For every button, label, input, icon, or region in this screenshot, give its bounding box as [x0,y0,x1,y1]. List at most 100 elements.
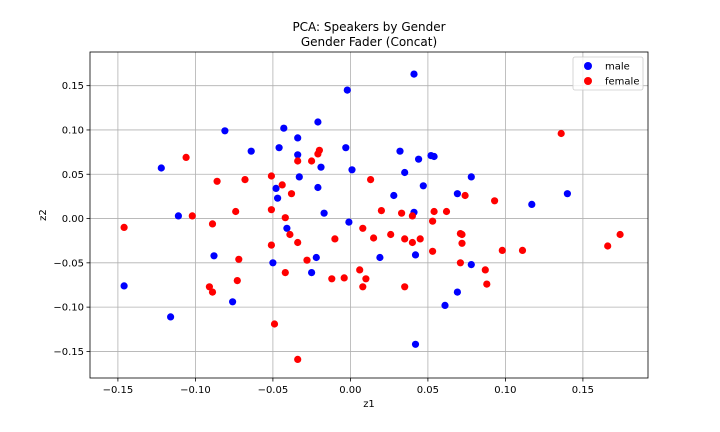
male-point [467,173,475,181]
male-point [295,173,303,181]
male-point [390,191,398,200]
male-point [467,261,475,269]
female-point [328,275,336,283]
male-point [345,218,353,226]
female-point [294,157,302,165]
female-point [498,246,506,254]
female-point [267,172,275,180]
chart-title: PCA: Speakers by Gender [292,20,445,34]
male-point [210,252,218,260]
male-point [283,224,291,232]
y-tick-label: 0.10 [62,125,84,136]
male-point [317,163,325,171]
female-point [461,191,469,200]
legend-label-female: female [605,77,639,88]
female-point [616,230,624,239]
male-point [415,155,423,163]
female-point [429,217,437,225]
male-point [411,340,420,348]
female-point [377,207,385,215]
male-point [410,70,418,78]
female-point [267,241,275,249]
female-point [356,266,364,274]
legend-marker-female [584,77,592,85]
female-point [491,197,499,205]
female-point [483,280,491,288]
female-point [518,246,527,254]
plot-frame [89,51,649,379]
female-point [281,214,289,222]
female-point [458,239,466,247]
female-point [232,207,240,216]
female-point [278,181,286,189]
male-point [453,190,461,198]
female-point [120,223,128,231]
male-point [419,182,427,190]
y-tick-label: 0.15 [62,81,84,92]
male-point [157,164,165,172]
male-point [348,166,356,174]
female-point [408,238,416,247]
female-point [387,230,395,239]
x-tick-label: −0.15 [103,385,134,396]
series-male [120,70,572,348]
legend-marker-male [584,62,592,70]
x-axis-label: z1 [363,399,375,410]
male-point [174,212,182,220]
female-point [208,220,217,228]
male-point [274,194,282,202]
female-point [359,224,367,232]
female-point [205,283,213,291]
male-point [342,144,350,152]
y-tick-label: −0.15 [53,347,84,358]
x-tick-label: 0.10 [494,385,516,396]
x-tick-label: −0.05 [258,385,289,396]
female-point [401,235,409,243]
female-point [370,234,378,242]
male-point [411,251,420,259]
female-point [287,190,296,198]
x-tick-label: 0.05 [417,385,439,396]
female-point [429,247,437,255]
female-point [286,230,294,239]
male-point [320,209,328,217]
female-point [359,283,367,291]
male-point [221,127,229,135]
female-point [267,206,275,214]
male-point [343,86,351,94]
male-point [528,200,536,208]
data-points [120,70,624,363]
male-point [272,184,280,192]
grid [90,52,648,378]
male-point [275,144,283,152]
female-point [213,177,221,185]
chart-subtitle: Gender Fader (Concat) [301,35,437,49]
female-point [270,320,279,328]
female-point [233,277,241,285]
female-point [331,235,339,243]
female-point [398,209,406,217]
female-point [314,150,322,158]
female-point [241,176,249,184]
female-point [294,355,302,363]
axis-ticks: −0.15 −0.10 −0.05 0.00 0.05 0.10 0.15 −0.15 −0.1… [53,81,594,396]
female-point [294,238,302,247]
male-point [120,282,128,290]
female-point [208,288,217,296]
female-point [604,242,612,250]
female-point [458,230,466,239]
legend: male female [572,56,644,91]
female-point [401,283,409,291]
female-point [367,176,375,184]
male-point [294,134,302,142]
y-tick-label: 0.05 [62,170,84,181]
female-point [281,269,289,277]
male-point [312,253,320,262]
y-tick-label: −0.05 [53,258,84,269]
female-point [182,153,190,161]
y-tick-label: 0.00 [62,214,84,225]
female-point [235,255,243,263]
female-point [481,266,489,274]
